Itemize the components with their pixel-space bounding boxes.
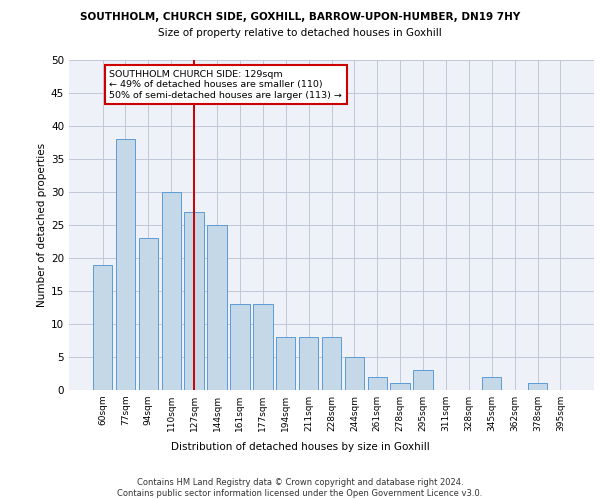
Bar	[161, 192, 181, 390]
Bar	[116, 139, 135, 390]
Text: SOUTHHOLM CHURCH SIDE: 129sqm
← 49% of detached houses are smaller (110)
50% of : SOUTHHOLM CHURCH SIDE: 129sqm ← 49% of d…	[109, 70, 343, 100]
Bar	[253, 304, 272, 390]
Bar	[391, 384, 410, 390]
Text: Distribution of detached houses by size in Goxhill: Distribution of detached houses by size …	[170, 442, 430, 452]
Bar	[276, 337, 295, 390]
Bar	[322, 337, 341, 390]
Bar	[413, 370, 433, 390]
Bar	[139, 238, 158, 390]
Bar	[482, 377, 502, 390]
Bar	[230, 304, 250, 390]
Text: Contains HM Land Registry data © Crown copyright and database right 2024.
Contai: Contains HM Land Registry data © Crown c…	[118, 478, 482, 498]
Bar	[368, 377, 387, 390]
Bar	[93, 264, 112, 390]
Text: SOUTHHOLM, CHURCH SIDE, GOXHILL, BARROW-UPON-HUMBER, DN19 7HY: SOUTHHOLM, CHURCH SIDE, GOXHILL, BARROW-…	[80, 12, 520, 22]
Bar	[528, 384, 547, 390]
Bar	[299, 337, 319, 390]
Bar	[208, 225, 227, 390]
Bar	[344, 357, 364, 390]
Text: Size of property relative to detached houses in Goxhill: Size of property relative to detached ho…	[158, 28, 442, 38]
Y-axis label: Number of detached properties: Number of detached properties	[37, 143, 47, 307]
Bar	[184, 212, 204, 390]
